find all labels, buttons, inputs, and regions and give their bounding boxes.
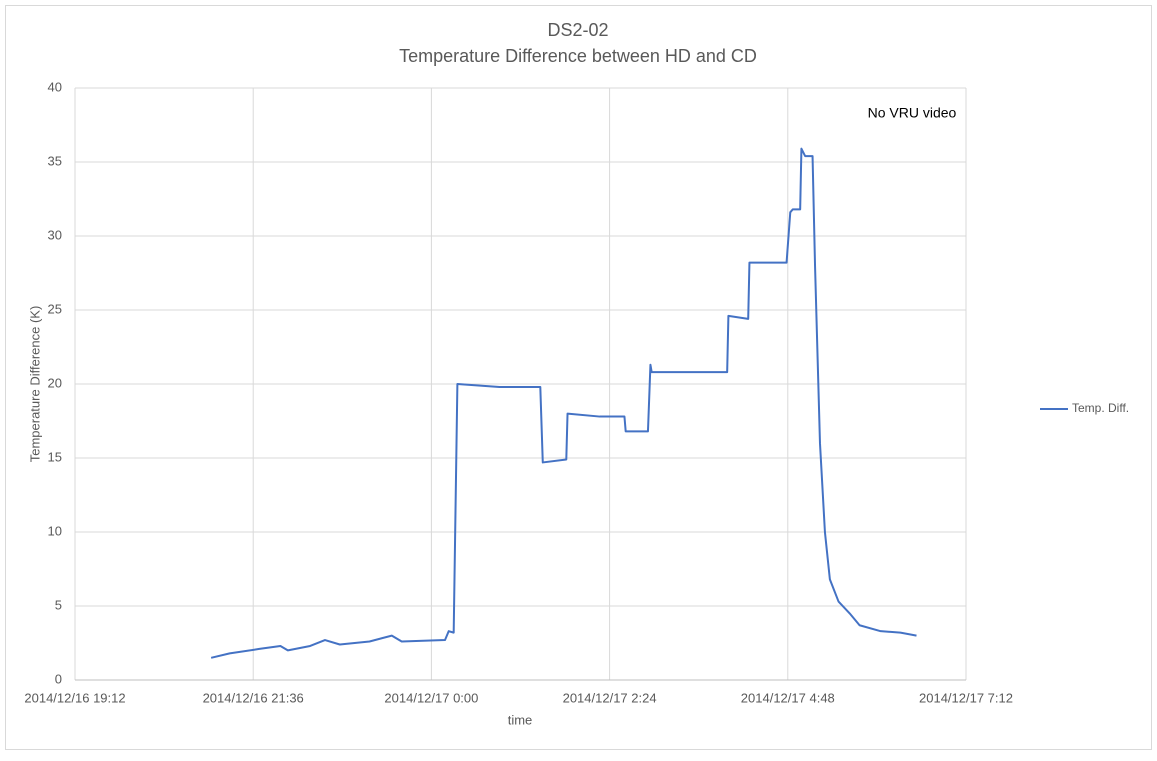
- x-tick-label: 2014/12/17 4:48: [741, 690, 835, 705]
- y-tick-label: 5: [55, 597, 62, 612]
- y-tick-label: 20: [48, 375, 62, 390]
- x-tick-label: 2014/12/17 7:12: [919, 690, 1013, 705]
- x-tick-label: 2014/12/16 21:36: [203, 690, 304, 705]
- data-line: [210, 147, 917, 659]
- y-tick-label: 0: [55, 671, 62, 686]
- chart-title: DS2-02: [547, 20, 608, 40]
- chart-border: [5, 5, 1152, 750]
- annotation: No VRU video: [868, 105, 957, 121]
- x-tick-label: 2014/12/16 19:12: [24, 690, 125, 705]
- y-tick-label: 30: [48, 227, 62, 242]
- y-tick-label: 15: [48, 449, 62, 464]
- chart-subtitle: Temperature Difference between HD and CD: [399, 46, 757, 66]
- y-tick-label: 35: [48, 153, 62, 168]
- x-tick-label: 2014/12/17 0:00: [384, 690, 478, 705]
- y-tick-label: 10: [48, 523, 62, 538]
- y-tick-label: 25: [48, 301, 62, 316]
- y-axis-label: Temperature Difference (K): [27, 306, 42, 463]
- x-tick-label: 2014/12/17 2:24: [563, 690, 657, 705]
- legend-label: Temp. Diff.: [1072, 401, 1129, 415]
- y-tick-label: 40: [48, 79, 62, 94]
- x-axis-label: time: [508, 712, 533, 727]
